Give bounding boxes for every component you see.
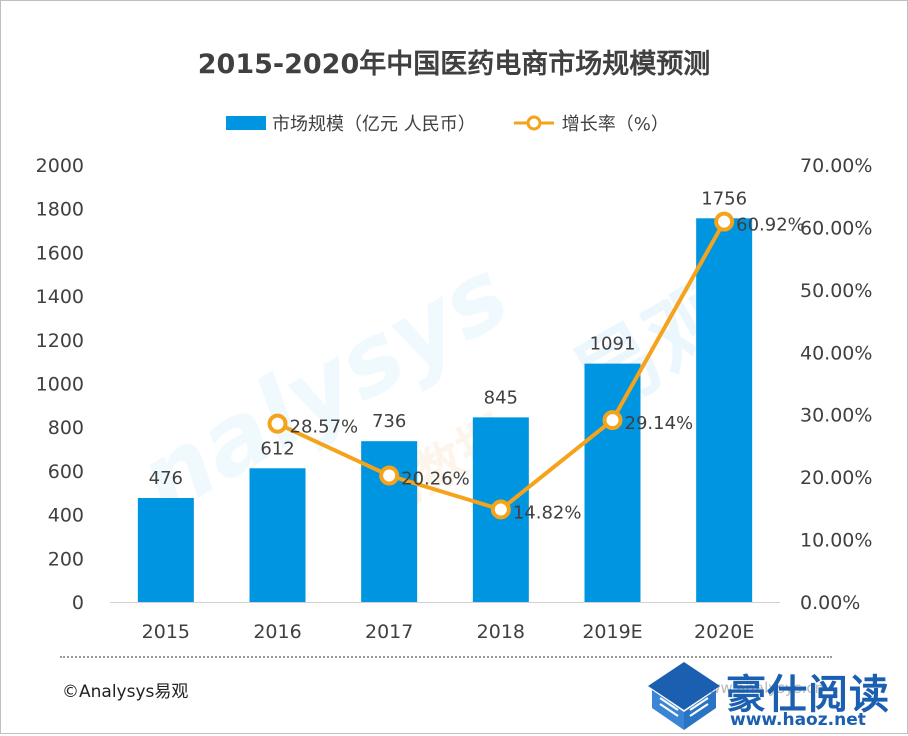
growth-rate-label: 29.14% <box>625 413 694 434</box>
legend-bar-swatch <box>226 116 266 130</box>
growth-rate-point <box>602 410 623 431</box>
growth-rate-label: 14.82% <box>513 502 582 523</box>
x-tick-label: 2016 <box>253 621 301 643</box>
x-tick-label: 2018 <box>477 621 525 643</box>
growth-rate-point <box>379 465 400 486</box>
y-left-tick-label: 1000 <box>36 374 84 396</box>
growth-rate-point <box>714 211 735 232</box>
growth-rate-label: 20.26% <box>401 469 470 490</box>
bar-value-label: 1091 <box>590 334 636 355</box>
y-right-tick-label: 60.00% <box>800 217 872 239</box>
bar-value-label: 612 <box>260 438 294 459</box>
legend-item-bars: 市场规模（亿元 人民币） <box>226 110 476 136</box>
y-left-tick-label: 1200 <box>36 330 84 352</box>
x-tick-label: 2015 <box>142 621 190 643</box>
y-right-tick-label: 50.00% <box>800 280 872 302</box>
y-right-tick-label: 10.00% <box>800 530 872 552</box>
bar-2020E <box>696 218 753 602</box>
x-tick-label: 2017 <box>365 621 413 643</box>
brand-name: 豪仕阅读 <box>726 672 890 718</box>
bar-value-label: 845 <box>484 387 518 408</box>
copyright-text: ©Analysys易观 <box>62 682 189 702</box>
y-right-tick-label: 40.00% <box>800 342 872 364</box>
y-right-tick-label: 0.00% <box>800 592 860 614</box>
growth-rate-label: 60.92% <box>736 215 805 236</box>
y-right-tick-label: 30.00% <box>800 405 872 427</box>
chart-title: 2015-2020年中国医药电商市场规模预测 <box>197 49 711 80</box>
bar-2019E <box>584 363 641 602</box>
legend-bar-label: 市场规模（亿元 人民币） <box>272 114 476 135</box>
y-right-tick-label: 70.00% <box>800 155 872 177</box>
y-left-tick-label: 1800 <box>36 199 84 221</box>
website-text: www.analysys.cn <box>696 679 825 697</box>
y-left-tick-label: 800 <box>48 417 84 439</box>
bar-value-label: 736 <box>372 411 406 432</box>
growth-rate-label: 28.57% <box>290 417 359 438</box>
bar-2016 <box>249 468 306 602</box>
bar-2015 <box>137 497 194 602</box>
footer-divider <box>60 656 832 658</box>
legend-line-label: 增长率（%） <box>561 114 669 135</box>
y-left-tick-label: 200 <box>48 548 84 570</box>
growth-rate-point <box>490 499 511 520</box>
y-left-tick-label: 2000 <box>36 155 84 177</box>
brand-url: www.haoz.net <box>730 710 866 730</box>
x-tick-label: 2020E <box>694 621 754 643</box>
legend-item-line: 增长率（%） <box>512 110 669 136</box>
y-right-tick-label: 20.00% <box>800 467 872 489</box>
y-left-tick-label: 0 <box>72 592 84 614</box>
brand-badge[interactable]: 豪仕阅读 www.haoz.net <box>646 660 906 732</box>
y-left-tick-label: 1400 <box>36 286 84 308</box>
chart-legend: 市场规模（亿元 人民币） 增长率（%） <box>226 110 705 136</box>
x-tick-label: 2019E <box>582 621 642 643</box>
growth-rate-point <box>267 413 288 434</box>
y-left-tick-label: 1600 <box>36 242 84 264</box>
y-left-tick-label: 600 <box>48 461 84 483</box>
bar-value-label: 1756 <box>701 188 747 209</box>
book-icon <box>648 662 720 730</box>
legend-line-swatch <box>513 115 554 131</box>
bar-value-label: 476 <box>149 468 183 489</box>
y-left-tick-label: 400 <box>48 505 84 527</box>
